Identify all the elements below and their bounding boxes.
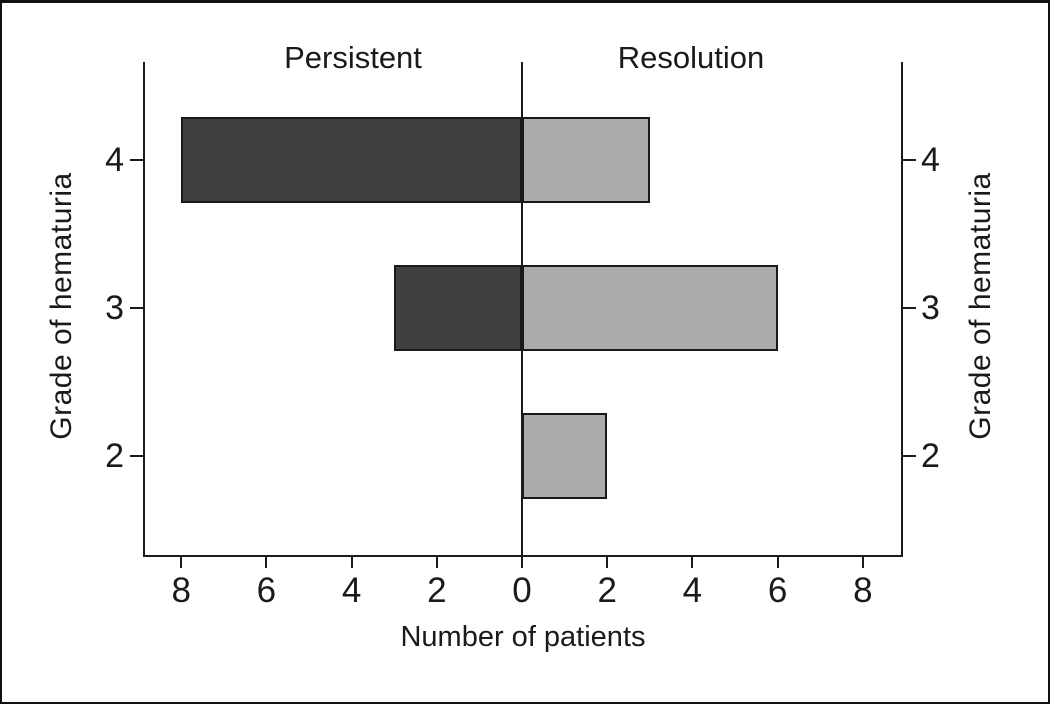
y-tick-left <box>130 307 143 309</box>
y-axis-left <box>143 62 145 557</box>
y-tick-right <box>903 159 916 161</box>
bar-resolution-grade-2 <box>522 413 608 499</box>
section-label-resolution: Resolution <box>617 40 765 75</box>
y-axis-right <box>901 62 903 557</box>
x-axis <box>143 555 903 557</box>
bar-persistent-grade-4 <box>181 117 522 203</box>
y-tick-label-left: 4 <box>105 141 124 179</box>
x-tick <box>435 557 438 568</box>
y-tick-label-left: 3 <box>105 289 124 327</box>
x-tick <box>606 557 609 568</box>
x-tick <box>350 557 353 568</box>
x-tick <box>861 557 864 568</box>
x-tick-label: 4 <box>341 571 362 610</box>
y-tick-left <box>130 455 143 457</box>
x-tick-label: 6 <box>767 571 788 610</box>
x-tick-label: 2 <box>427 571 447 610</box>
x-tick-label: 8 <box>171 571 191 610</box>
x-tick <box>265 557 268 568</box>
y-tick-right <box>903 455 916 457</box>
y-tick-right <box>903 307 916 309</box>
x-tick <box>776 557 779 568</box>
bar-persistent-grade-3 <box>394 265 522 351</box>
y-axis-title-right: Grade of hematuria <box>964 172 997 440</box>
y-tick-left <box>130 159 143 161</box>
y-tick-label-right: 4 <box>921 141 940 179</box>
y-axis-title-left: Grade of hematuria <box>45 172 78 440</box>
section-label-persistent: Persistent <box>284 40 422 75</box>
bar-resolution-grade-4 <box>522 117 650 203</box>
x-tick-label: 0 <box>512 571 532 610</box>
x-tick <box>521 557 523 568</box>
x-tick-label: 4 <box>682 571 703 610</box>
x-tick <box>691 557 694 568</box>
x-tick <box>180 557 183 568</box>
y-tick-label-right: 3 <box>921 289 940 327</box>
y-tick-label-right: 2 <box>921 437 940 475</box>
x-tick-label: 6 <box>256 571 277 610</box>
x-tick-label: 2 <box>597 571 617 610</box>
y-tick-label-left: 2 <box>105 437 124 475</box>
zero-baseline <box>521 62 523 555</box>
x-tick-label: 8 <box>853 571 873 610</box>
x-axis-title: Number of patients <box>400 621 646 653</box>
bar-resolution-grade-3 <box>522 265 778 351</box>
